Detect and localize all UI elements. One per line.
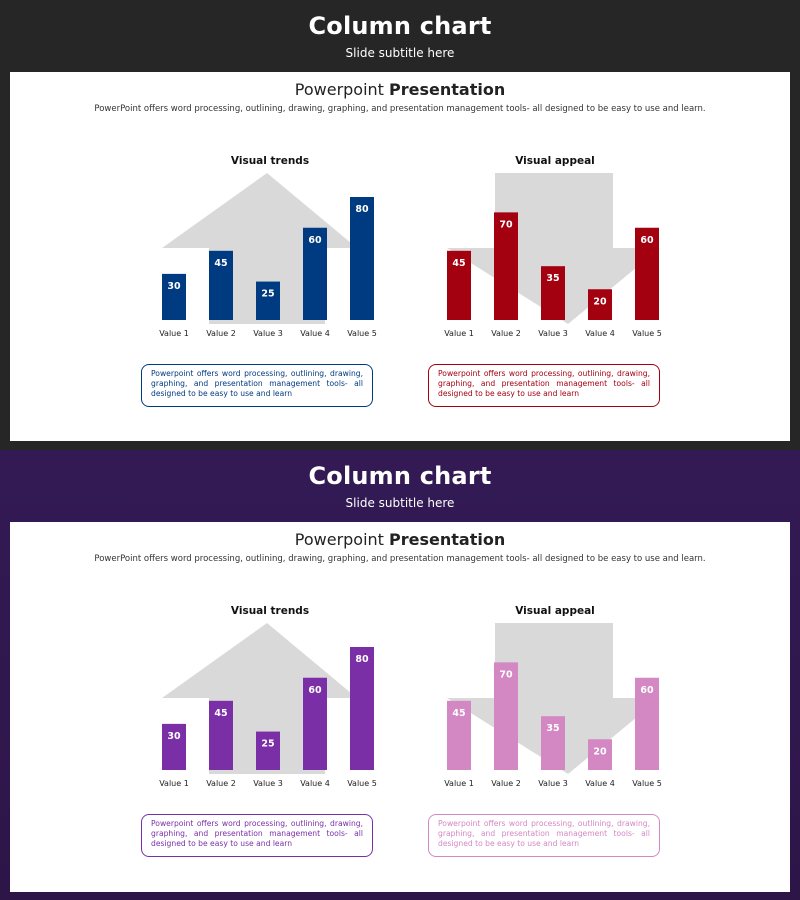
category-label: Value 1 bbox=[159, 329, 189, 338]
presentation-description: PowerPoint offers word processing, outli… bbox=[94, 554, 706, 564]
category-label: Value 5 bbox=[347, 329, 377, 338]
bar bbox=[256, 731, 280, 770]
heading-light: Powerpoint bbox=[294, 80, 390, 99]
slide-subtitle: Slide subtitle here bbox=[345, 496, 455, 510]
bar bbox=[209, 250, 233, 320]
category-label: Value 4 bbox=[585, 329, 615, 338]
chart-title: Visual trends bbox=[230, 155, 310, 167]
data-label: 80 bbox=[355, 204, 369, 215]
arrow-down-shape bbox=[447, 173, 660, 324]
data-label: 60 bbox=[640, 685, 654, 696]
chart-title: Visual appeal bbox=[515, 605, 595, 617]
chart-visual-appeal: 45 Value 1 70 Value 2 35 Value 3 20 Value 4 60 Va… bbox=[430, 152, 680, 352]
bar bbox=[494, 662, 518, 770]
bar bbox=[162, 723, 186, 770]
category-label: Value 3 bbox=[538, 779, 568, 788]
note-box-right: Powerpoint offers word processing, outli… bbox=[428, 364, 660, 407]
category-label: Value 2 bbox=[491, 779, 521, 788]
chart-svg: 30 Value 1 45 Value 2 25 Value 3 60 Value 4 80 Va… bbox=[159, 173, 377, 338]
note-box-left: Powerpoint offers word processing, outli… bbox=[141, 364, 373, 407]
bar bbox=[588, 289, 612, 320]
data-label: 45 bbox=[214, 258, 227, 269]
bar bbox=[541, 266, 565, 320]
data-label: 60 bbox=[308, 235, 322, 246]
bar bbox=[303, 227, 327, 320]
category-label: Value 5 bbox=[632, 329, 662, 338]
bar bbox=[635, 227, 659, 320]
data-label: 35 bbox=[546, 273, 559, 284]
bar bbox=[350, 647, 374, 770]
content-panel: Powerpoint Presentation PowerPoint offer… bbox=[10, 72, 790, 441]
data-label: 30 bbox=[167, 731, 181, 742]
chart-svg: 45 Value 1 70 Value 2 35 Value 3 20 Value 4 60 Va… bbox=[444, 173, 662, 338]
slide-title: Column chart bbox=[308, 12, 492, 40]
bar bbox=[350, 197, 374, 320]
data-label: 20 bbox=[593, 296, 607, 307]
bar bbox=[541, 716, 565, 770]
category-label: Value 2 bbox=[491, 329, 521, 338]
chart-visual-appeal: 45 Value 1 70 Value 2 35 Value 3 20 Value 4 60 Va… bbox=[430, 602, 680, 802]
bar bbox=[588, 739, 612, 770]
category-label: Value 1 bbox=[444, 329, 474, 338]
bar bbox=[635, 677, 659, 770]
heading-light: Powerpoint bbox=[294, 530, 390, 549]
arrow-down-shape bbox=[447, 623, 660, 774]
chart-title: Visual appeal bbox=[515, 155, 595, 167]
presentation-heading: Powerpoint Presentation bbox=[10, 80, 790, 99]
category-label: Value 1 bbox=[159, 779, 189, 788]
data-label: 35 bbox=[546, 723, 559, 734]
chart-visual-trends: 30 Value 1 45 Value 2 25 Value 3 60 Value 4 80 Va… bbox=[145, 152, 395, 352]
content-panel: Powerpoint Presentation PowerPoint offer… bbox=[10, 522, 790, 892]
category-label: Value 4 bbox=[300, 779, 330, 788]
category-label: Value 4 bbox=[585, 779, 615, 788]
chart-svg: 30 Value 1 45 Value 2 25 Value 3 60 Value 4 80 Va… bbox=[159, 623, 377, 788]
category-label: Value 5 bbox=[347, 779, 377, 788]
bar bbox=[447, 700, 471, 770]
data-label: 45 bbox=[214, 708, 227, 719]
heading-bold: Presentation bbox=[389, 80, 506, 99]
slide-title: Column chart bbox=[308, 462, 492, 490]
data-label: 60 bbox=[308, 685, 322, 696]
slide-2: Column chart Slide subtitle here Powerpo… bbox=[0, 450, 800, 900]
bar bbox=[209, 700, 233, 770]
bar bbox=[256, 281, 280, 320]
bar bbox=[494, 212, 518, 320]
category-label: Value 3 bbox=[253, 329, 283, 338]
data-label: 70 bbox=[499, 669, 513, 680]
data-label: 45 bbox=[452, 258, 465, 269]
chart-title: Visual trends bbox=[230, 605, 310, 617]
data-label: 25 bbox=[261, 289, 274, 300]
data-label: 45 bbox=[452, 708, 465, 719]
category-label: Value 3 bbox=[253, 779, 283, 788]
presentation-heading: Powerpoint Presentation bbox=[10, 530, 790, 549]
category-label: Value 2 bbox=[206, 329, 236, 338]
category-label: Value 5 bbox=[632, 779, 662, 788]
data-label: 70 bbox=[499, 219, 513, 230]
category-label: Value 4 bbox=[300, 329, 330, 338]
data-label: 20 bbox=[593, 746, 607, 757]
note-box-right: Powerpoint offers word processing, outli… bbox=[428, 814, 660, 857]
data-label: 60 bbox=[640, 235, 654, 246]
note-box-left: Powerpoint offers word processing, outli… bbox=[141, 814, 373, 857]
data-label: 80 bbox=[355, 654, 369, 665]
bar bbox=[162, 273, 186, 320]
chart-svg: 45 Value 1 70 Value 2 35 Value 3 20 Value 4 60 Va… bbox=[444, 623, 662, 788]
data-label: 30 bbox=[167, 281, 181, 292]
bar bbox=[447, 250, 471, 320]
category-label: Value 2 bbox=[206, 779, 236, 788]
bar bbox=[303, 677, 327, 770]
presentation-description: PowerPoint offers word processing, outli… bbox=[94, 104, 706, 114]
slide-1: Column chart Slide subtitle here Powerpo… bbox=[0, 0, 800, 450]
slide-subtitle: Slide subtitle here bbox=[345, 46, 455, 60]
chart-visual-trends: 30 Value 1 45 Value 2 25 Value 3 60 Value 4 80 Va… bbox=[145, 602, 395, 802]
category-label: Value 1 bbox=[444, 779, 474, 788]
category-label: Value 3 bbox=[538, 329, 568, 338]
heading-bold: Presentation bbox=[389, 530, 506, 549]
data-label: 25 bbox=[261, 739, 274, 750]
